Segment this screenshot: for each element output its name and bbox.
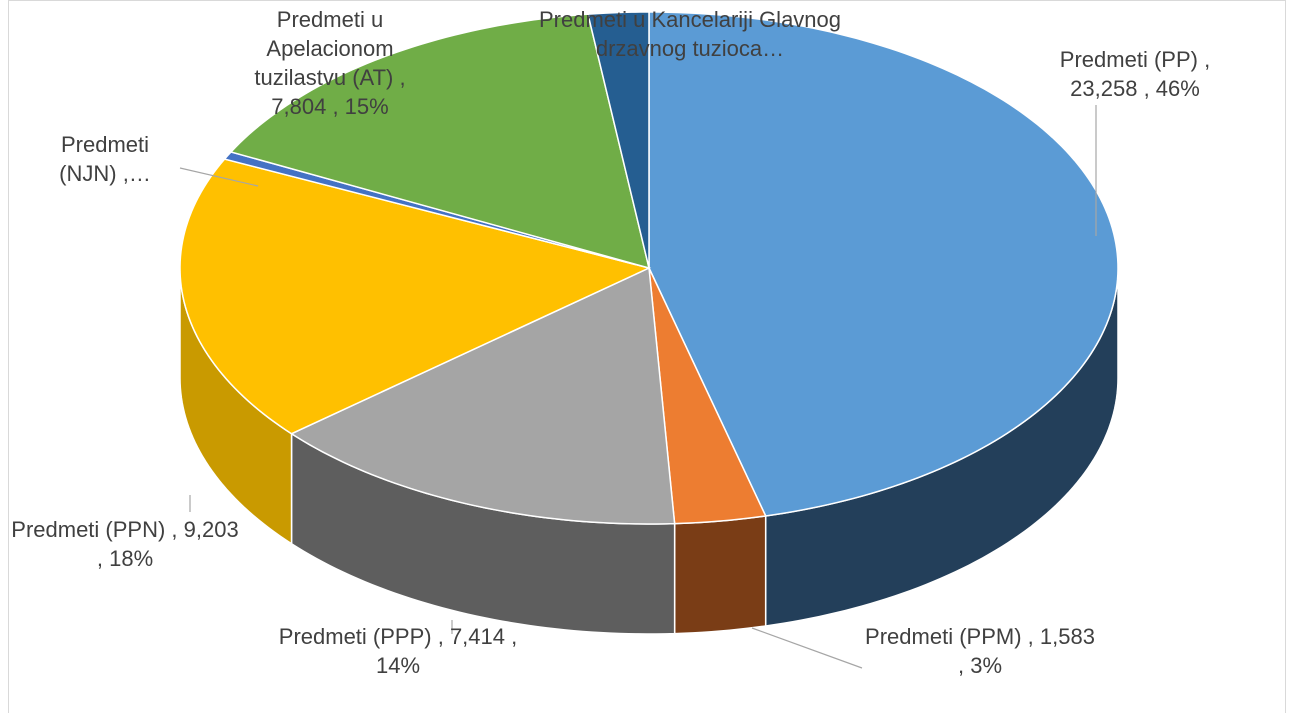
label-part: 9,203	[183, 517, 239, 542]
label-part: ,	[393, 65, 406, 90]
slice	[229, 13, 651, 270]
label-part: 46%	[1155, 76, 1200, 101]
label-part: 15%	[344, 94, 389, 119]
label-part: ,	[505, 624, 518, 649]
label-part: Predmeti u Apelacionom tuzilastvu (AT)	[254, 7, 394, 90]
label-part: ,	[96, 546, 110, 571]
label-part: Predmeti (PPP)	[278, 624, 432, 649]
label-part: ,	[165, 517, 184, 542]
slice	[648, 267, 767, 525]
label-part: ,	[1137, 76, 1156, 101]
label-part: Predmeti (NJN) ,…	[59, 132, 151, 186]
data-label: Predmeti u Apelacionom tuzilastvu (AT) ,…	[225, 5, 435, 121]
label-part: ,	[1021, 624, 1040, 649]
label-part: Predmeti (PPN)	[11, 517, 166, 542]
chart-frame	[8, 0, 1286, 713]
data-label: Predmeti (PPM) , 1,583 , 3%	[860, 622, 1100, 680]
data-label: Predmeti (PPP) , 7,414 , 14%	[278, 622, 518, 680]
label-part: 3%	[970, 653, 1003, 678]
slice	[648, 11, 1119, 517]
slice-side	[673, 515, 767, 635]
slice	[289, 266, 676, 525]
data-label: Predmeti (NJN) ,…	[35, 130, 175, 188]
label-part: Predmeti (PP)	[1059, 47, 1198, 72]
leader-line	[179, 167, 259, 187]
leader-line	[751, 627, 863, 669]
label-part: 23,258	[1070, 76, 1138, 101]
data-label: Predmeti (PP) , 23,258 , 46%	[1035, 45, 1235, 103]
slice	[587, 11, 650, 269]
label-part: ,	[957, 653, 971, 678]
label-part: 7,414	[449, 624, 505, 649]
slice	[179, 158, 652, 435]
label-part: Predmeti (PPM)	[865, 624, 1022, 649]
label-part: 18%	[109, 546, 154, 571]
label-part: 1,583	[1039, 624, 1095, 649]
label-part: 14%	[375, 653, 421, 678]
label-part: 7,804	[271, 94, 327, 119]
label-part: ,	[326, 94, 345, 119]
data-label: Predmeti (PPN) , 9,203 , 18%	[10, 515, 240, 573]
label-part: Predmeti u Kancelariji Glavnog drzavnog …	[538, 7, 842, 61]
data-label: Predmeti u Kancelariji Glavnog drzavnog …	[510, 5, 870, 63]
label-part: ,	[431, 624, 450, 649]
label-part: ,	[1197, 47, 1211, 72]
